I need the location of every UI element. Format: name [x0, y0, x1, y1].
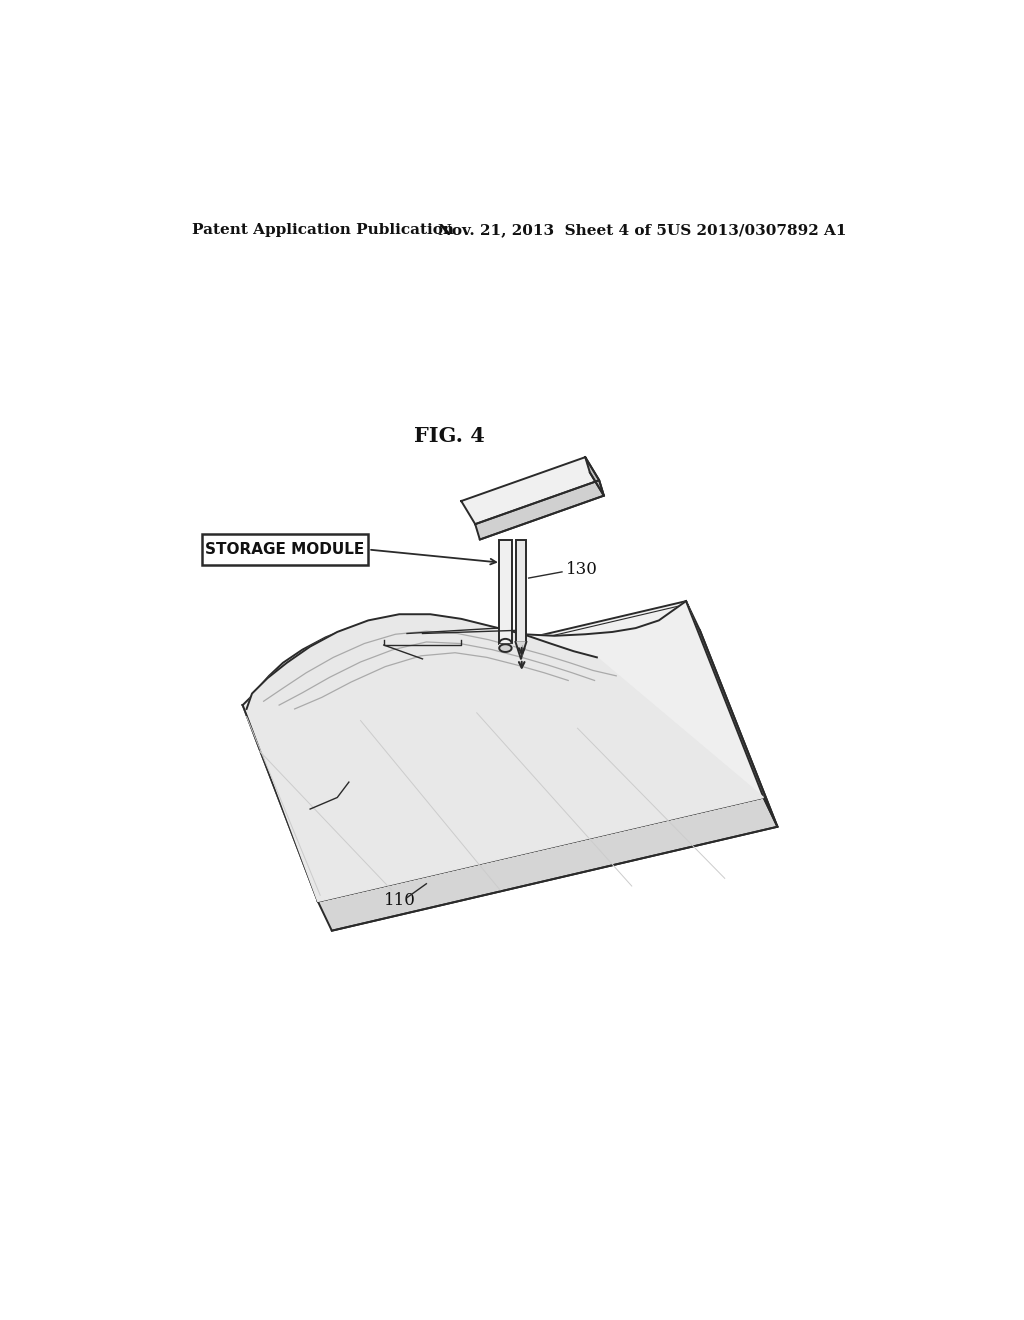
Polygon shape — [586, 457, 604, 496]
Text: 150: 150 — [395, 656, 427, 673]
Text: Patent Application Publication: Patent Application Publication — [191, 223, 454, 238]
Text: Nov. 21, 2013  Sheet 4 of 5: Nov. 21, 2013 Sheet 4 of 5 — [438, 223, 667, 238]
Text: S: S — [299, 796, 311, 814]
Polygon shape — [500, 644, 512, 648]
Bar — [500, 540, 512, 644]
Text: 130: 130 — [566, 561, 598, 578]
Polygon shape — [243, 601, 764, 902]
Text: 110: 110 — [384, 892, 416, 909]
Polygon shape — [475, 480, 604, 540]
Text: 152: 152 — [367, 627, 398, 644]
Text: FIG. 4: FIG. 4 — [414, 425, 485, 446]
FancyBboxPatch shape — [202, 535, 369, 565]
Bar — [515, 540, 526, 642]
Polygon shape — [317, 797, 777, 931]
Polygon shape — [243, 601, 764, 902]
Text: 151: 151 — [424, 627, 456, 644]
Polygon shape — [461, 457, 599, 524]
Polygon shape — [686, 601, 777, 826]
Text: STORAGE MODULE: STORAGE MODULE — [206, 543, 365, 557]
Text: US 2013/0307892 A1: US 2013/0307892 A1 — [667, 223, 846, 238]
Ellipse shape — [500, 644, 512, 652]
Polygon shape — [515, 642, 526, 659]
Polygon shape — [247, 614, 764, 902]
